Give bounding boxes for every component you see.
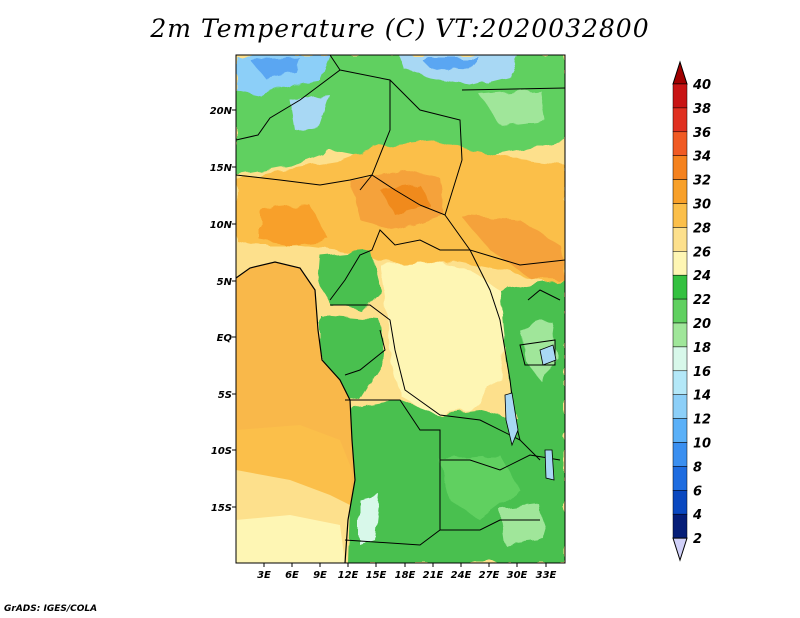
hot-core-2	[380, 185, 430, 215]
colorbar-swatch	[672, 346, 688, 372]
colder-north-center	[420, 58, 480, 70]
lon-label: 15E	[366, 570, 387, 581]
lon-label: 3E	[257, 570, 271, 581]
lon-label: 18E	[395, 570, 416, 581]
colorbar-swatch	[672, 203, 688, 228]
lake-victoria	[539, 344, 557, 366]
colorbar-swatch	[672, 442, 688, 467]
cool-south-patch	[360, 495, 380, 545]
map-frame	[235, 54, 566, 564]
lon-label: 30E	[507, 570, 528, 581]
colorbar-swatch	[672, 322, 688, 348]
colorbar-label: 40	[692, 78, 711, 93]
colorbar-label: 24	[693, 269, 711, 284]
zambia-green	[440, 455, 520, 520]
colorbar-swatch	[672, 83, 688, 109]
colder-north-west	[250, 58, 300, 78]
lon-label: 12E	[338, 570, 359, 581]
lat-label: 20N	[210, 106, 233, 117]
colorbar-label: 30	[693, 198, 711, 213]
colorbar-label: 10	[693, 437, 711, 452]
colorbar-swatch	[672, 298, 688, 324]
colorbar-swatch	[672, 513, 688, 539]
colorbar-swatch	[672, 274, 688, 300]
lon-label: 27E	[479, 570, 500, 581]
colorbar-label: 8	[693, 460, 702, 475]
lat-label: 15S	[211, 503, 232, 514]
country-borders	[236, 55, 565, 546]
lat-label: 5S	[218, 390, 232, 401]
colorbar-top-arrow	[672, 60, 688, 85]
colorbar-label: 2	[693, 532, 702, 547]
great-lakes	[504, 344, 557, 481]
lat-label: 10S	[211, 446, 232, 457]
colorbar-swatch	[672, 418, 688, 443]
colorbar-swatch	[672, 394, 688, 419]
coastline	[235, 261, 356, 564]
lat-label: 5N	[217, 277, 233, 288]
colorbar-label: 20	[693, 317, 711, 332]
colorbar-swatch	[672, 107, 688, 133]
lat-label: 10N	[210, 220, 233, 231]
colorbar-label: 32	[693, 174, 711, 189]
colorbar-swatch	[672, 466, 688, 491]
colorbar-swatch	[672, 131, 688, 156]
colorbar-label: 22	[693, 293, 711, 308]
lake-tanganyika	[504, 392, 519, 447]
lat-label: EQ	[217, 333, 233, 344]
grads-credit: GrADS: IGES/COLA	[4, 604, 98, 614]
colorbar-label: 6	[693, 484, 702, 499]
colorbar-swatch	[672, 490, 688, 515]
light-green-south-east	[500, 505, 545, 545]
light-green-patch-ne	[480, 90, 545, 125]
colorbar-bottom-arrow	[672, 537, 688, 562]
longitude-axis: 3E 6E 9E 12E 15E 18E 21E 24E 27E 30E 33E	[257, 563, 557, 581]
latitude-axis: 20N 15N 10N 5N EQ 5S 10S 15S	[210, 106, 236, 514]
colorbar-swatch	[672, 370, 688, 395]
colorbar-label: 28	[693, 221, 711, 236]
lon-label: 24E	[451, 570, 472, 581]
lon-label: 9E	[313, 570, 327, 581]
lake-malawi	[544, 449, 555, 481]
lon-label: 33E	[536, 570, 557, 581]
colorbar: 40 38 36 34 32 30 28 26 24 22 20 18 16 14 12 10 8 6 4 2	[672, 60, 711, 562]
lat-label: 15N	[210, 163, 233, 174]
colorbar-label: 12	[693, 413, 711, 428]
colorbar-swatch	[672, 155, 688, 180]
colorbar-label: 4	[692, 508, 702, 523]
hot-core-west	[260, 205, 330, 245]
colorbar-label: 14	[693, 389, 711, 404]
colorbar-label: 18	[693, 341, 711, 356]
colorbar-label: 26	[693, 245, 711, 260]
ocean-cooler-band	[236, 425, 352, 510]
ocean-southern-cool	[236, 515, 345, 563]
congo-basin-mild	[380, 262, 505, 415]
hot-core-east	[460, 215, 565, 280]
colorbar-label: 36	[693, 126, 711, 141]
cool-patch-1	[290, 95, 330, 130]
colorbar-swatch	[672, 227, 688, 252]
lon-label: 21E	[423, 570, 444, 581]
colorbar-label: 16	[693, 365, 711, 380]
lon-label: 6E	[285, 570, 299, 581]
sahara-green-zone	[236, 55, 565, 175]
colorbar-swatch	[672, 179, 688, 204]
colorbar-label: 38	[693, 102, 711, 117]
map-title: 2m Temperature (C) VT:2020032800	[150, 14, 650, 43]
temperature-field	[236, 55, 565, 563]
colorbar-swatch	[672, 251, 688, 276]
colorbar-label: 34	[693, 150, 711, 165]
